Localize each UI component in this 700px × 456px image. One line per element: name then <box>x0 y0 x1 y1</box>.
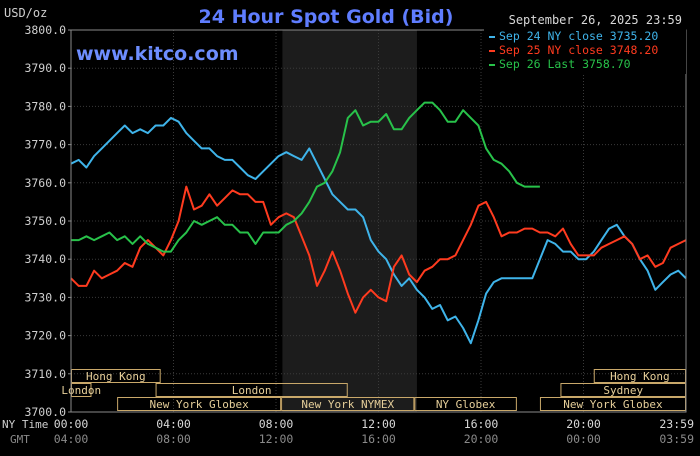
series-line <box>70 185 687 314</box>
gmt-label: GMT <box>10 433 30 446</box>
y-tick-label: 3780.0 <box>24 99 66 113</box>
x-tick-label-ny: 00:00 <box>54 417 89 431</box>
legend-entry: Sep 26 Last 3758.70 <box>499 57 631 71</box>
legend-background <box>484 28 686 74</box>
x-tick-label-gmt: 03:59 <box>659 432 694 446</box>
legend-swatch <box>489 50 495 52</box>
series-line <box>71 101 540 253</box>
x-tick-label-ny: 16:00 <box>464 417 499 431</box>
y-tick-label: 3740.0 <box>24 252 66 266</box>
market-session-label: Hong Kong <box>610 370 670 383</box>
y-tick-label: 3750.0 <box>24 214 66 228</box>
x-tick-label-ny: 20:00 <box>566 417 601 431</box>
y-tick-label: 3710.0 <box>24 367 66 381</box>
x-tick-label-gmt: 12:00 <box>259 432 294 446</box>
y-tick-label: 3700.0 <box>24 405 66 419</box>
x-tick-label-ny: 04:00 <box>156 417 191 431</box>
x-tick-label-ny: 23:59 <box>659 417 694 431</box>
nymex-shaded-band <box>282 30 417 412</box>
chart-title: 24 Hour Spot Gold (Bid) <box>199 6 454 28</box>
y-tick-label: 3730.0 <box>24 290 66 304</box>
market-session-box <box>117 397 282 411</box>
market-session-box <box>281 397 415 411</box>
market-session-label: New York Globex <box>149 398 249 411</box>
legend-swatch <box>489 64 495 66</box>
legend-entry: Sep 24 NY close 3735.20 <box>499 29 658 43</box>
y-tick-label: 3800.0 <box>24 23 66 37</box>
y-tick-label: 3760.0 <box>24 176 66 190</box>
market-session-box <box>414 397 517 411</box>
x-tick-label-gmt: 00:00 <box>566 432 601 446</box>
x-tick-label-gmt: 08:00 <box>156 432 191 446</box>
x-tick-label-gmt: 04:00 <box>54 432 89 446</box>
series-line <box>70 116 687 345</box>
market-session-box <box>155 383 348 397</box>
y-tick-label: 3770.0 <box>24 138 66 152</box>
market-session-label: NY Globex <box>436 398 496 411</box>
legend-entry: Sep 25 NY close 3748.20 <box>499 43 658 57</box>
x-tick-label-gmt: 20:00 <box>464 432 499 446</box>
y-axis-unit-label: USD/oz <box>4 6 47 20</box>
x-tick-label-ny: 12:00 <box>361 417 396 431</box>
market-session-label: New York Globex <box>563 398 663 411</box>
ny-time-label: NY Time <box>2 418 48 431</box>
market-session-label: Hong Kong <box>86 370 146 383</box>
x-tick-label-ny: 08:00 <box>259 417 294 431</box>
watermark: www.kitco.com <box>76 43 239 65</box>
x-tick-label-gmt: 16:00 <box>361 432 396 446</box>
market-session-label: London <box>232 384 272 397</box>
y-tick-label: 3790.0 <box>24 61 66 75</box>
market-session-label: London <box>61 384 101 397</box>
legend-swatch <box>489 36 495 38</box>
market-session-label: New York NYMEX <box>301 398 394 411</box>
market-session-label: Sydney <box>603 384 643 397</box>
y-tick-label: 3720.0 <box>24 329 66 343</box>
chart-date: September 26, 2025 23:59 <box>509 13 682 27</box>
